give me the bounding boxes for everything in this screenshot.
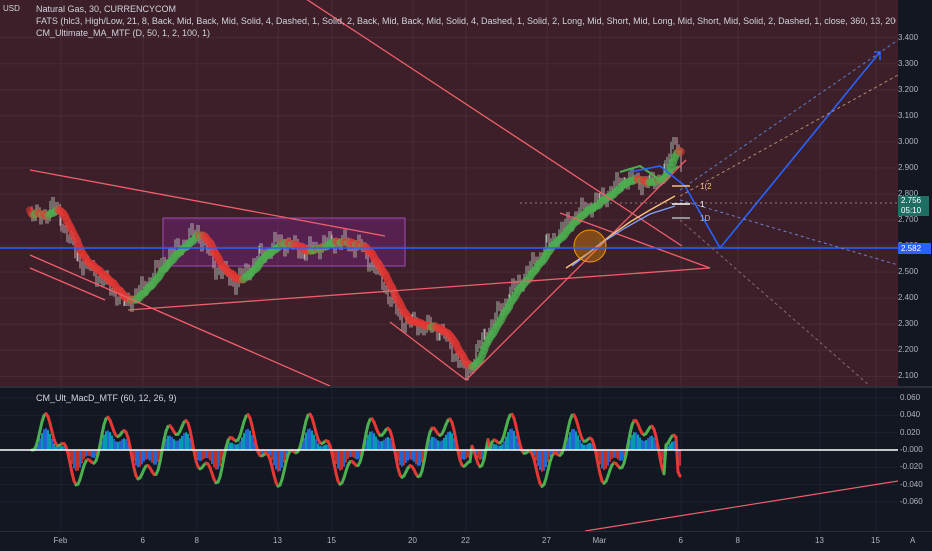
macd-line-segment — [334, 463, 336, 473]
level-tag-label: 1 — [700, 200, 705, 209]
price-tick-label: 3.000 — [898, 137, 918, 146]
price-tick-label: 2.200 — [898, 345, 918, 354]
symbol-title[interactable]: Natural Gas, 30, CURRENCYCOM — [36, 4, 176, 14]
price-tick-label: 2.500 — [898, 267, 918, 276]
currency-label: USD — [3, 4, 20, 13]
macd-tick-label: -0.060 — [900, 497, 923, 506]
macd-line-segment — [676, 437, 678, 472]
macd-line-segment — [190, 430, 192, 440]
trendline — [300, 0, 682, 246]
time-tick-label: 13 — [273, 536, 282, 545]
time-tick-label: 6 — [141, 536, 145, 545]
time-tick-label: Mar — [593, 536, 607, 545]
macd-tick-label: -0.040 — [900, 480, 923, 489]
fan-dashed-line — [680, 75, 898, 196]
macd-line-segment — [396, 458, 398, 468]
macd-indicator-legend[interactable]: CM_Ult_MacD_MTF (60, 12, 26, 9) — [36, 393, 177, 403]
macd-canvas[interactable] — [0, 388, 898, 531]
macd-line-segment — [332, 453, 334, 463]
level-tag-label: 1(2 — [700, 182, 712, 191]
price-tick-label: 3.300 — [898, 59, 918, 68]
time-tick-label: 20 — [408, 536, 417, 545]
macd-line-segment — [160, 451, 162, 462]
price-tick-label: 3.100 — [898, 111, 918, 120]
time-tick-label: Feb — [54, 536, 68, 545]
trendline — [466, 160, 686, 380]
time-tick-label: 22 — [461, 536, 470, 545]
macd-line-segment — [394, 447, 396, 458]
time-tick-label: 15 — [871, 536, 880, 545]
macd-tick-label: 0.060 — [900, 393, 920, 402]
ma-indicator-legend[interactable]: CM_Ultimate_MA_MTF (D, 50, 1, 2, 100, 1) — [36, 28, 210, 38]
projection-path — [685, 52, 880, 248]
macd-line-segment — [658, 447, 660, 458]
current-price-value: 2.756 — [901, 196, 921, 205]
macd-line-segment — [656, 437, 658, 447]
macd-line-segment — [70, 463, 72, 473]
macd-trendline — [585, 481, 898, 531]
price-chart-canvas[interactable]: 1(2 1 1D — [0, 0, 898, 386]
price-tick-label: 3.200 — [898, 85, 918, 94]
macd-line-segment — [598, 464, 600, 474]
highlight-circle — [574, 230, 606, 262]
macd-tick-label: -0.020 — [900, 462, 923, 471]
price-tick-label: 3.400 — [898, 33, 918, 42]
macd-line-segment — [596, 453, 598, 464]
macd-line-segment — [424, 451, 426, 462]
bar-countdown: 05:10 — [901, 206, 921, 215]
level-tag-label: 1D — [700, 214, 710, 223]
fats-indicator-legend[interactable]: FATS (hlc3, High/Low, 21, 8, Back, Mid, … — [36, 16, 896, 26]
oscillator-pane[interactable]: CM_Ult_MacD_MTF (60, 12, 26, 9) — [0, 388, 898, 531]
time-tick-label: 15 — [327, 536, 336, 545]
time-axis[interactable]: A Feb 6 8 13 15 20 22 27 Mar 6 8 13 15 — [0, 531, 932, 551]
macd-line-segment — [628, 433, 630, 444]
trendline — [390, 322, 466, 380]
time-tick-label: 8 — [195, 536, 199, 545]
time-tick-label: 13 — [815, 536, 824, 545]
macd-line-segment — [678, 472, 680, 476]
price-tick-label: 2.300 — [898, 319, 918, 328]
blue-line-price-badge: 2.582 — [898, 243, 931, 254]
macd-line-segment — [130, 447, 132, 458]
macd-line-segment — [566, 429, 568, 439]
trendline — [30, 255, 330, 386]
macd-line-segment — [454, 430, 456, 440]
macd-line-segment — [392, 437, 394, 447]
time-tick-label: 27 — [542, 536, 551, 545]
price-tick-label: 2.100 — [898, 371, 918, 380]
oscillator-axis[interactable]: 0.060 0.040 0.020 -0.000 -0.020 -0.040 -0.060 — [898, 388, 932, 531]
time-tick-label: 8 — [736, 536, 740, 545]
macd-line-segment — [100, 434, 102, 445]
macd-tick-label: -0.000 — [900, 445, 923, 454]
price-tick-label: 2.900 — [898, 163, 918, 172]
macd-tick-label: 0.040 — [900, 410, 920, 419]
price-tick-label: 2.400 — [898, 293, 918, 302]
time-tick-label: 6 — [679, 536, 683, 545]
fan-dashed-line — [680, 200, 898, 265]
price-tick-label: 2.700 — [898, 215, 918, 224]
macd-line-segment — [132, 458, 134, 468]
fan-dashed-line — [680, 220, 870, 386]
auto-scale-button[interactable]: A — [910, 536, 915, 545]
macd-line-segment — [222, 457, 224, 468]
macd-tick-label: 0.020 — [900, 428, 920, 437]
macd-line-segment — [364, 434, 366, 445]
